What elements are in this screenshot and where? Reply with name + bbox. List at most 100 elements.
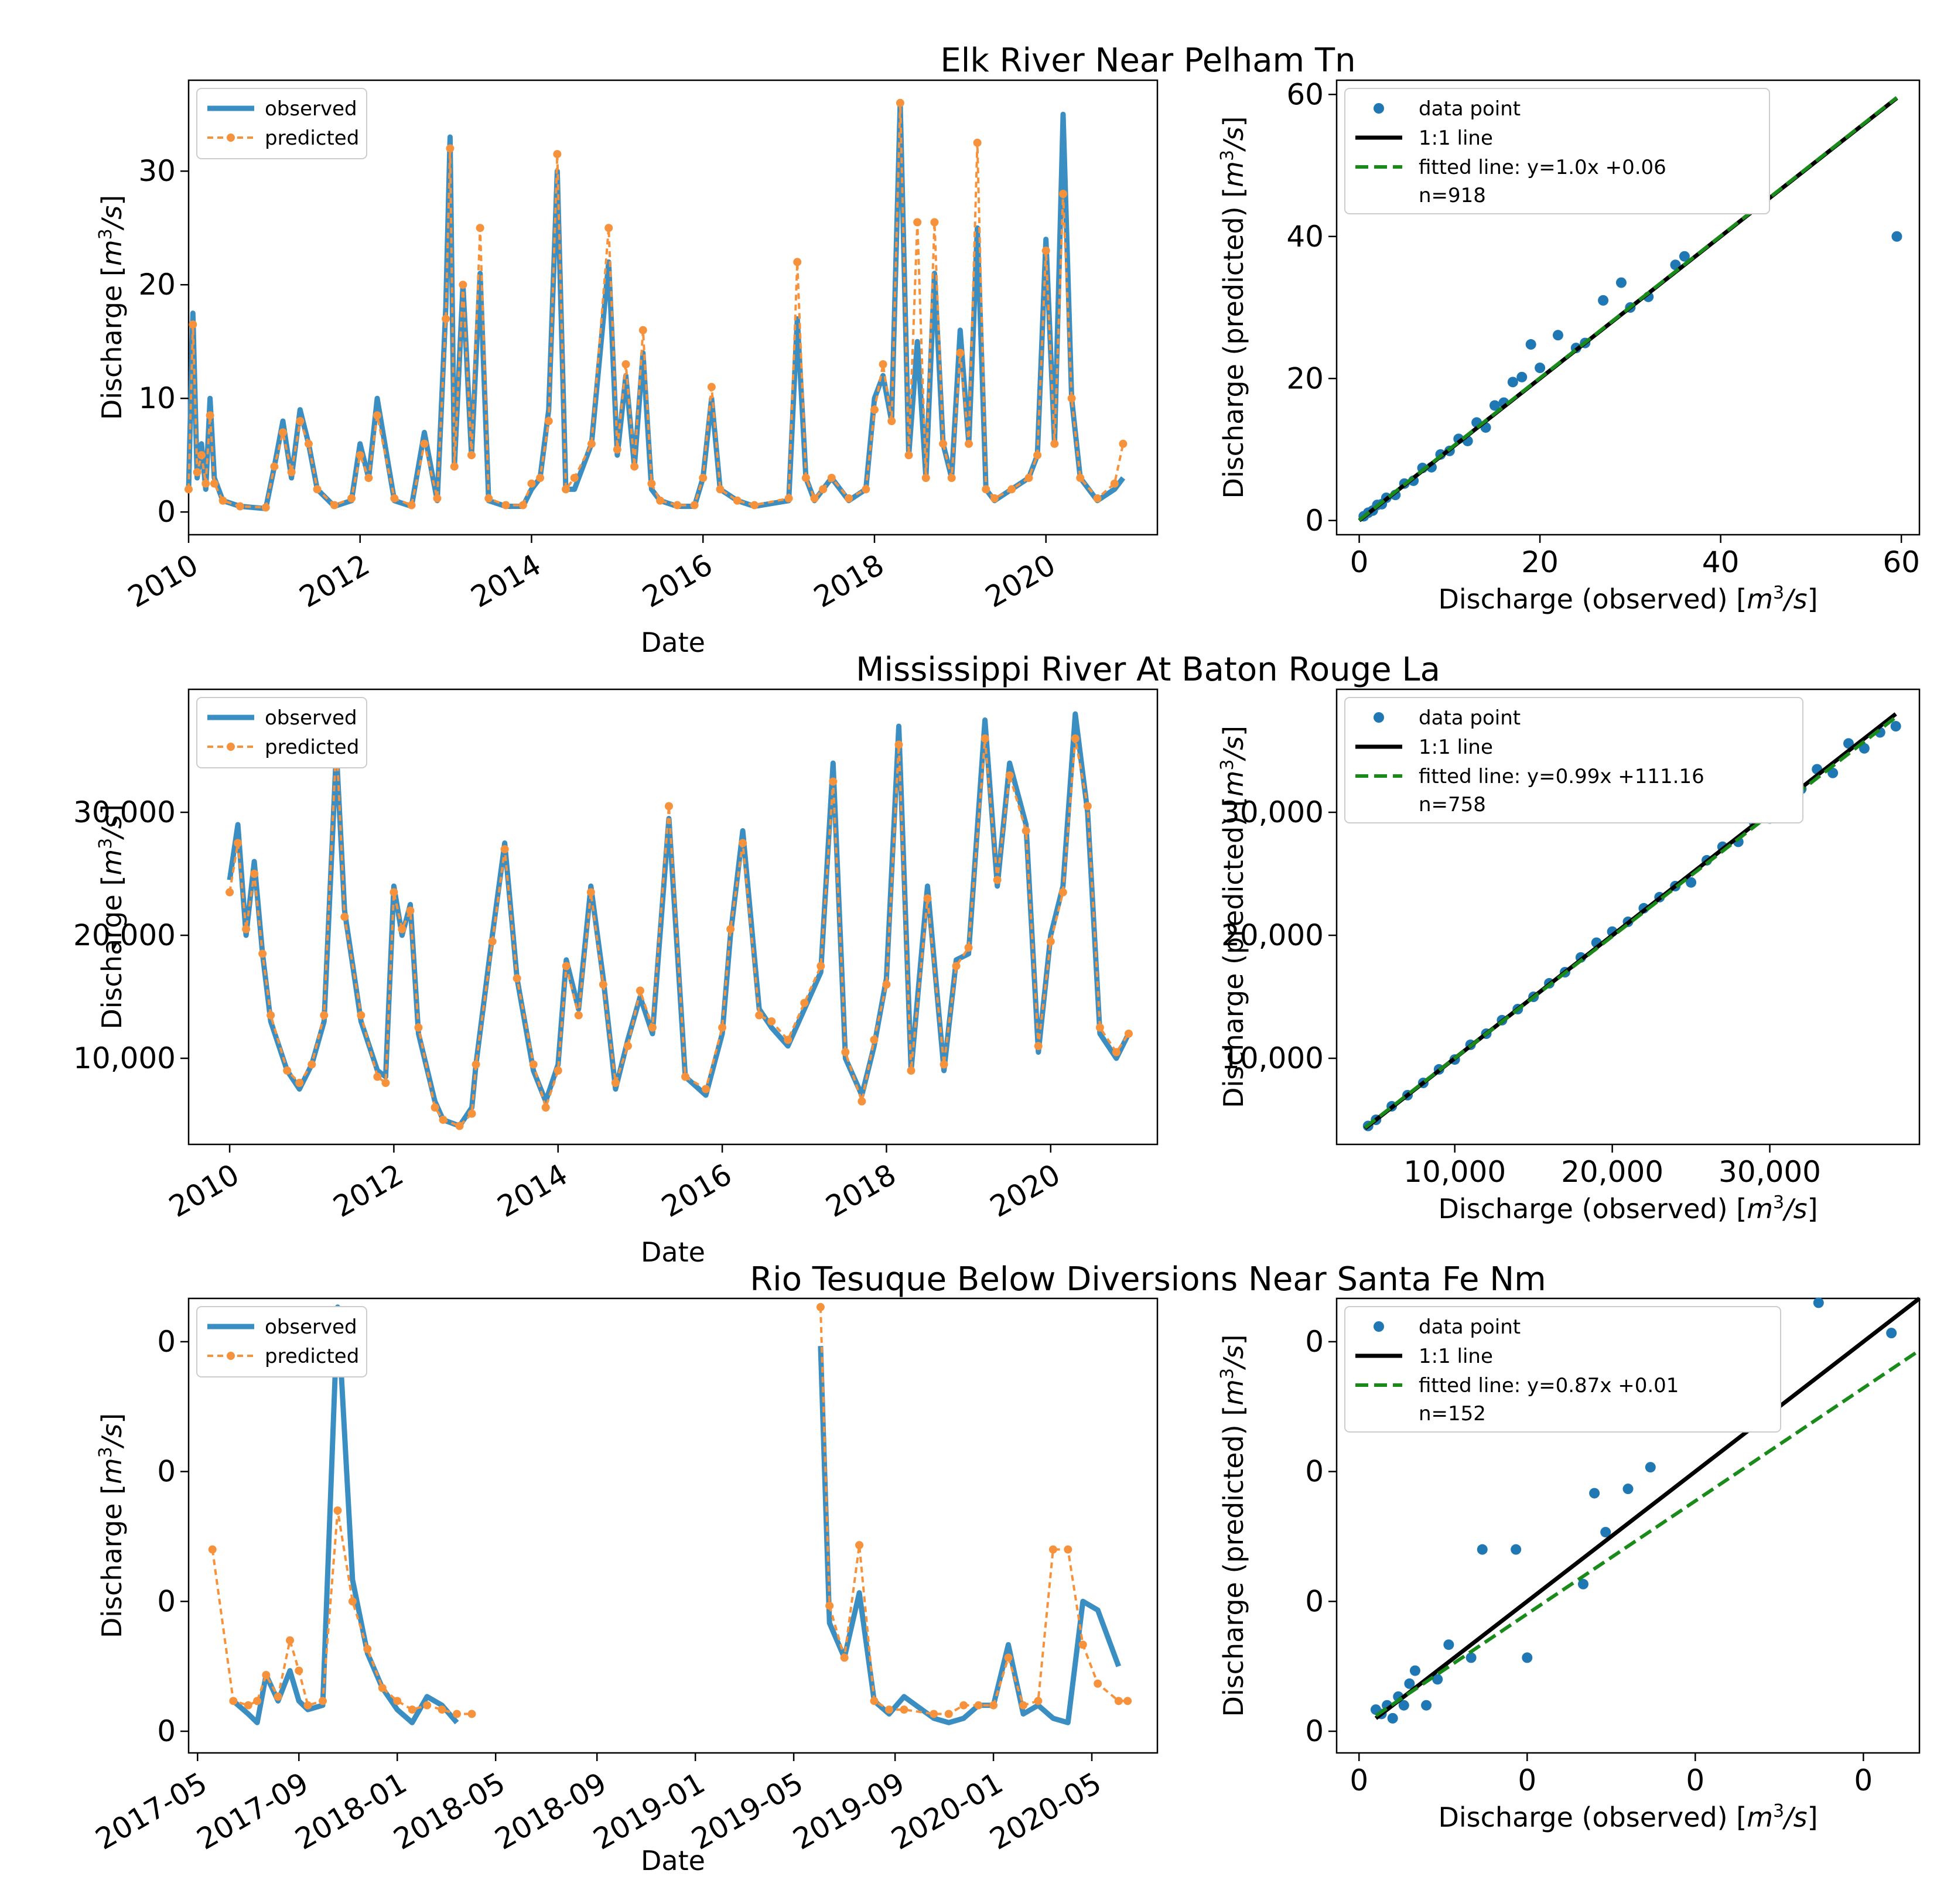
legend-n-label: n=152	[1419, 1402, 1486, 1426]
predicted-point	[613, 445, 621, 454]
predicted-point	[197, 451, 206, 460]
predicted-point	[381, 1079, 390, 1087]
predicted-point	[870, 1035, 879, 1044]
y-tick-label: 0	[157, 1325, 176, 1359]
predicted-point	[900, 1705, 908, 1714]
predicted-point	[286, 1636, 295, 1645]
predicted-point	[599, 980, 607, 989]
predicted-point	[446, 144, 455, 153]
predicted-point	[611, 1079, 620, 1087]
y-tick-label: 10	[138, 381, 176, 415]
predicted-point	[647, 479, 656, 488]
legend-predicted-label: predicted	[265, 1345, 359, 1368]
predicted-point	[1046, 937, 1055, 946]
predicted-point	[544, 417, 553, 425]
predicted-point	[784, 1035, 792, 1044]
predicted-point	[450, 462, 459, 471]
x-tick-label: 20	[1521, 545, 1559, 579]
y-tick-label: 30,000	[1221, 795, 1324, 829]
predicted-point	[554, 1066, 562, 1075]
predicted-point	[242, 925, 251, 934]
predicted-point	[707, 382, 716, 391]
predicted-point	[1076, 474, 1085, 482]
predicted-point	[193, 468, 201, 477]
legend-data-point-marker	[1374, 712, 1384, 723]
legend-one-to-one-label: 1:1 line	[1419, 1345, 1493, 1368]
legend-data-point-marker	[1374, 1321, 1384, 1332]
predicted-point	[574, 1011, 583, 1020]
predicted-point	[879, 360, 887, 368]
predicted-point	[982, 485, 990, 494]
legend: data point 1:1 line fitted line: y=0.87x +…	[1344, 1306, 1781, 1433]
predicted-point	[235, 502, 244, 511]
plot-frame	[1335, 688, 1921, 1146]
predicted-point	[990, 494, 999, 503]
predicted-point	[274, 1692, 282, 1701]
predicted-point	[536, 474, 545, 482]
x-tick-label: 0	[1686, 1763, 1704, 1797]
predicted-point	[295, 1079, 304, 1087]
elk-river-scatter-plot: 0 20 40 60 0 20 40 60 Discharge (observed) [m3/s…	[1217, 77, 1921, 615]
predicted-point	[810, 494, 819, 503]
predicted-point	[1114, 1697, 1123, 1705]
legend-one-to-one-label: 1:1 line	[1419, 736, 1493, 759]
predicted-point	[923, 894, 932, 903]
predicted-point	[1058, 888, 1067, 897]
predicted-point	[964, 944, 973, 952]
predicted-point	[1050, 439, 1059, 448]
predicted-point	[467, 1710, 476, 1718]
data-point	[1686, 877, 1697, 888]
predicted-point	[825, 1601, 834, 1610]
plot-frame	[187, 79, 1159, 536]
data-point	[1577, 1578, 1588, 1589]
predicted-point	[952, 962, 961, 970]
predicted-point	[373, 1072, 382, 1081]
predicted-point	[364, 474, 373, 482]
x-axis-label: Discharge (observed) [m3/s]	[1438, 1801, 1818, 1834]
y-tick-label: 0	[1305, 504, 1324, 538]
predicted-point	[229, 1697, 238, 1705]
data-point	[1891, 231, 1902, 242]
x-tick-label: 0	[1350, 1763, 1368, 1797]
predicted-point	[553, 150, 562, 159]
legend: observed predicted	[196, 1306, 367, 1377]
predicted-point	[262, 1670, 271, 1679]
predicted-point	[455, 1122, 464, 1130]
predicted-point	[656, 496, 665, 505]
predicted-point	[913, 218, 922, 227]
predicted-point	[467, 1109, 476, 1118]
predicted-point	[793, 258, 802, 266]
predicted-point	[858, 1097, 866, 1106]
predicted-point	[959, 1701, 968, 1710]
predicted-point	[218, 496, 227, 505]
predicted-line	[211, 1510, 472, 1715]
data-point	[1432, 1674, 1443, 1685]
data-point	[1535, 363, 1546, 374]
predicted-point	[840, 1653, 849, 1662]
predicted-point	[1041, 247, 1050, 255]
x-axis-label: Date	[641, 627, 705, 658]
legend-data-point-label: data point	[1419, 1315, 1521, 1339]
predicted-point	[829, 777, 838, 786]
x-tick-label: 20,000	[1561, 1155, 1663, 1189]
predicted-point	[406, 907, 415, 915]
data-point	[1507, 377, 1518, 388]
predicted-point	[357, 1011, 365, 1020]
predicted-point	[1119, 439, 1128, 448]
legend-observed-label: observed	[265, 1315, 357, 1339]
predicted-point	[442, 315, 450, 323]
predicted-point	[636, 986, 644, 995]
predicted-point	[234, 839, 242, 847]
y-tick-label: 20	[1286, 361, 1324, 395]
y-tick-label: 0	[157, 495, 176, 529]
predicted-point	[541, 1103, 550, 1112]
legend-predicted-label: predicted	[265, 736, 359, 759]
predicted-point	[472, 1060, 480, 1069]
predicted-point	[378, 1684, 387, 1693]
predicted-point	[1095, 1023, 1104, 1032]
data-point	[1404, 1678, 1415, 1689]
predicted-point	[518, 501, 527, 510]
data-point	[1421, 1700, 1432, 1711]
predicted-point	[348, 1597, 357, 1606]
